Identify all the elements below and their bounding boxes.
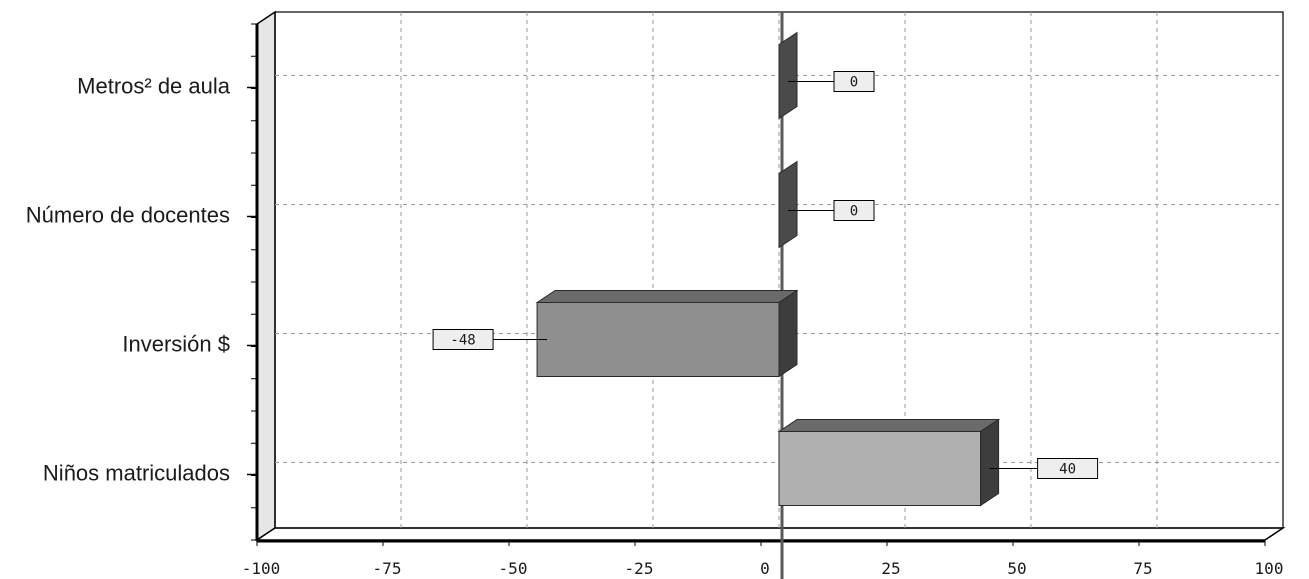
floor	[254, 527, 1286, 541]
category-labels: Metros² de aula Número de docentes Inversi…	[26, 74, 231, 486]
bar	[778, 31, 798, 120]
x-tick-label: 75	[1133, 559, 1152, 578]
data-labels: 0 0 -48 40	[432, 71, 1099, 479]
category-label: Inversión $	[122, 332, 230, 357]
x-tick-label: -75	[373, 559, 402, 578]
x-tick-label: -100	[242, 559, 281, 578]
bar-side	[778, 289, 798, 378]
data-label: 0	[850, 204, 858, 220]
bar	[778, 431, 982, 506]
x-tick-label: -50	[499, 559, 528, 578]
data-label: 40	[1059, 462, 1076, 478]
data-label-box	[432, 329, 494, 350]
data-label: 0	[850, 75, 858, 91]
data-label: -48	[450, 333, 475, 349]
x-tick-label: 50	[1007, 559, 1026, 578]
bar-top	[535, 290, 799, 303]
category-label: Metros² de aula	[77, 74, 231, 99]
x-tick-label: 100	[1255, 559, 1284, 578]
category-label: Número de docentes	[26, 203, 230, 228]
category-label: Niños matriculados	[43, 461, 230, 486]
x-tick-label: -25	[625, 559, 654, 578]
bar	[536, 302, 780, 377]
bars	[535, 31, 1001, 507]
data-label-box	[833, 200, 875, 221]
chart-frame	[247, 10, 1286, 546]
bar-top	[777, 419, 1001, 432]
data-label-box	[833, 71, 875, 92]
x-tick-labels: -100 -75 -50 -25 0 25 50 75 100	[242, 559, 1284, 578]
data-label-box	[1037, 458, 1099, 479]
bar-side	[980, 418, 1000, 507]
x-tick-label: 0	[760, 559, 770, 578]
bar	[778, 160, 798, 249]
x-tick-label: 25	[881, 559, 900, 578]
left-wall	[256, 10, 276, 542]
